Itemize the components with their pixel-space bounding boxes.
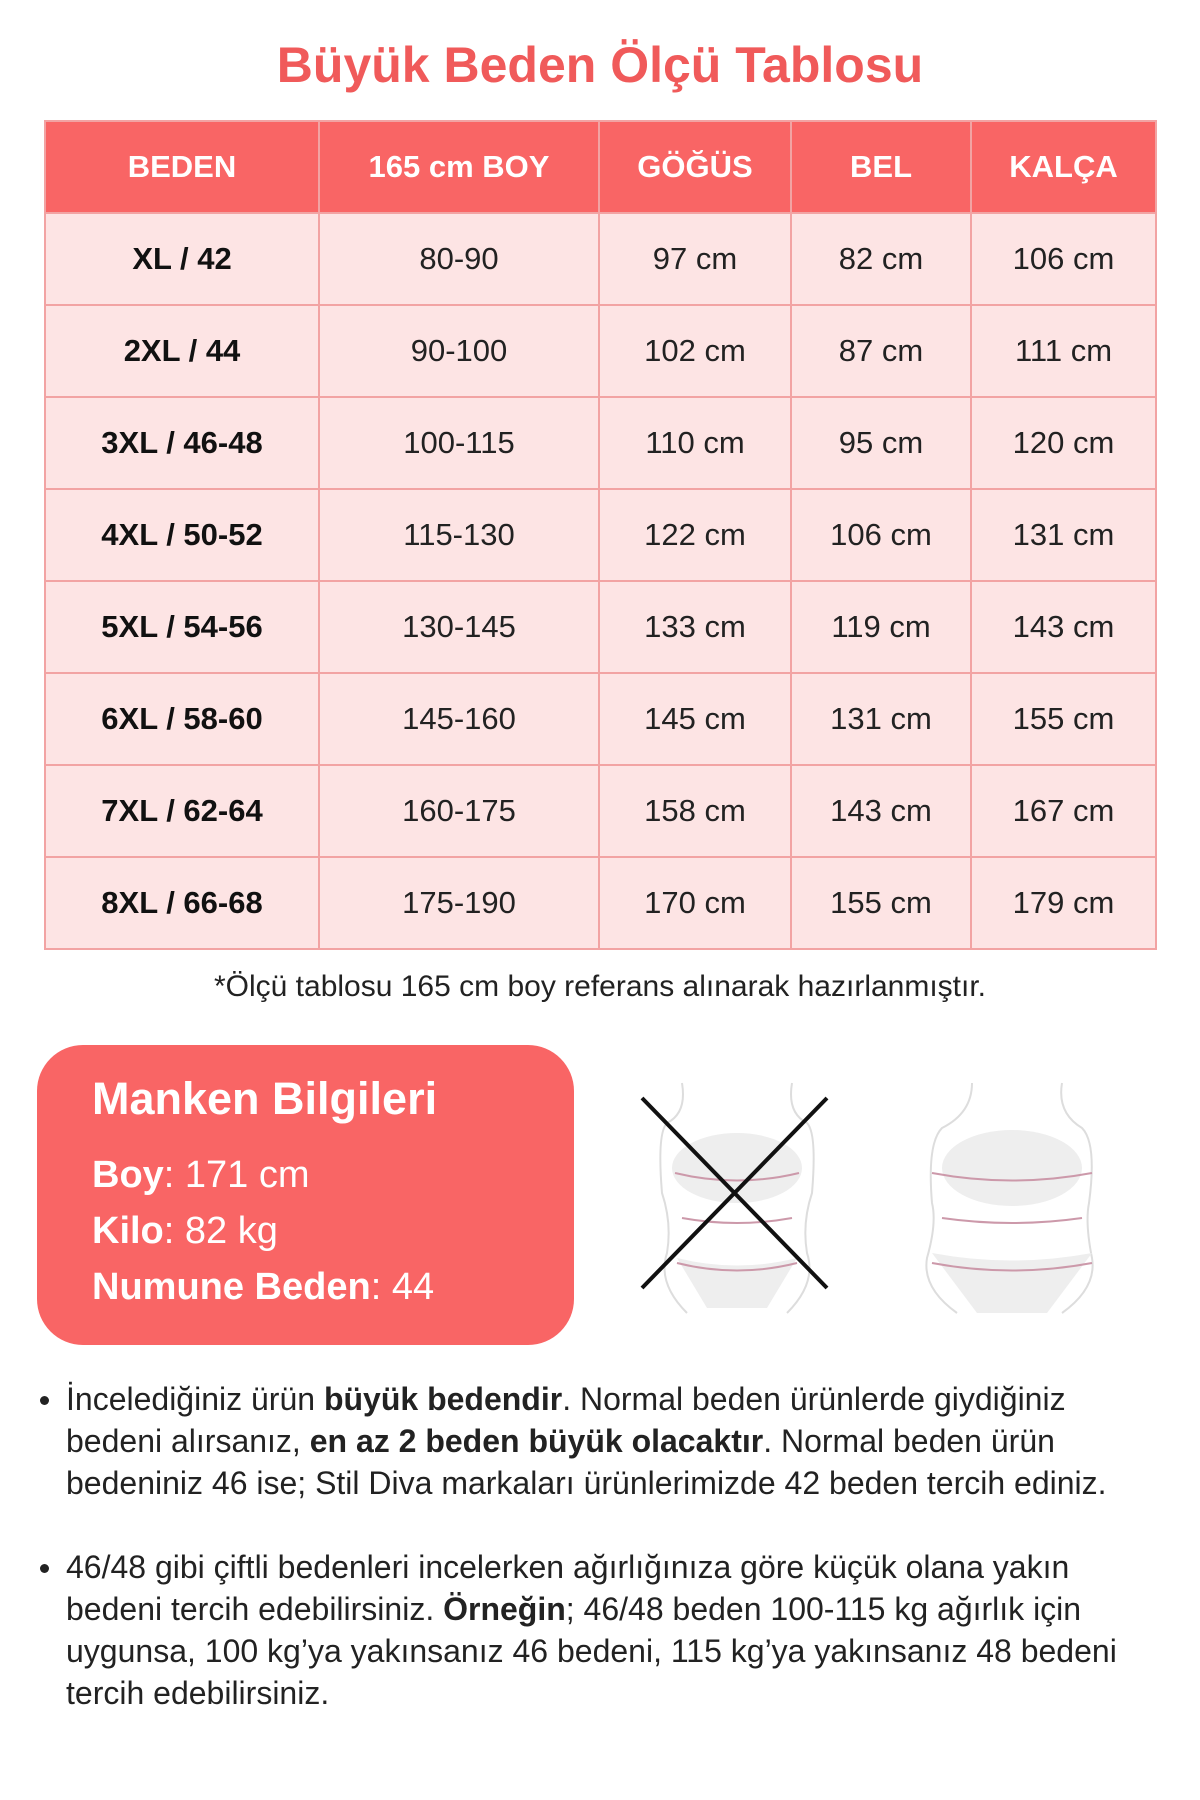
table-cell: 170 cm (598, 856, 792, 950)
table-cell: 106 cm (790, 488, 972, 582)
table-cell: 110 cm (598, 396, 792, 490)
table-cell: 7XL / 62-64 (44, 764, 320, 858)
table-cell: 160-175 (318, 764, 600, 858)
column-header: BEL (790, 120, 972, 214)
table-row: 6XL / 58-60 145-160 145 cm 131 cm 155 cm (44, 672, 1157, 766)
table-cell: 122 cm (598, 488, 792, 582)
model-weight: Kilo: 82 kg (92, 1210, 278, 1252)
body-shape-wrong-illustration (640, 1082, 829, 1314)
table-cell: 8XL / 66-68 (44, 856, 320, 950)
table-header: BEDEN 165 cm BOY GÖĞÜS BEL KALÇA (44, 120, 1157, 214)
footnote: *Ölçü tablosu 165 cm boy referans alınar… (213, 970, 987, 1003)
table-cell: 130-145 (318, 580, 600, 674)
table-cell: 167 cm (970, 764, 1157, 858)
table-cell: 95 cm (790, 396, 972, 490)
table-row: 3XL / 46-48 100-115 110 cm 95 cm 120 cm (44, 396, 1157, 490)
table-cell: 97 cm (598, 212, 792, 306)
cross-icon (640, 1096, 829, 1290)
table-cell: 4XL / 50-52 (44, 488, 320, 582)
table-cell: 90-100 (318, 304, 600, 398)
table-cell: 143 cm (790, 764, 972, 858)
table-cell: 87 cm (790, 304, 972, 398)
table-cell: 102 cm (598, 304, 792, 398)
model-size: Numune Beden: 44 (92, 1266, 435, 1308)
table-cell: 145-160 (318, 672, 600, 766)
table-cell: 100-115 (318, 396, 600, 490)
table-cell: 155 cm (970, 672, 1157, 766)
table-cell: 179 cm (970, 856, 1157, 950)
table-cell: 5XL / 54-56 (44, 580, 320, 674)
column-header: BEDEN (44, 120, 320, 214)
table-row: 4XL / 50-52 115-130 122 cm 106 cm 131 cm (44, 488, 1157, 582)
column-header: 165 cm BOY (318, 120, 600, 214)
table-cell: 106 cm (970, 212, 1157, 306)
column-header: KALÇA (970, 120, 1157, 214)
model-info-card: Manken Bilgileri Boy: 171 cm Kilo: 82 kg… (37, 1045, 574, 1345)
table-cell: 111 cm (970, 304, 1157, 398)
bullet-item: 46/48 gibi çiftli bedenleri incelerken a… (40, 1546, 1170, 1714)
table-cell: 143 cm (970, 580, 1157, 674)
info-bullets: İncelediğiniz ürün büyük bedendir. Norma… (40, 1378, 1170, 1756)
model-height: Boy: 171 cm (92, 1154, 310, 1196)
table-cell: 133 cm (598, 580, 792, 674)
column-header: GÖĞÜS (598, 120, 792, 214)
page-title: Büyük Beden Ölçü Tablosu (276, 37, 924, 93)
table-cell: 119 cm (790, 580, 972, 674)
size-table: BEDEN 165 cm BOY GÖĞÜS BEL KALÇA XL / 42 80-9… (44, 120, 1157, 950)
table-row: 7XL / 62-64 160-175 158 cm 143 cm 167 cm (44, 764, 1157, 858)
model-info-title: Manken Bilgileri (92, 1073, 438, 1124)
table-cell: 131 cm (790, 672, 972, 766)
bullet-item: İncelediğiniz ürün büyük bedendir. Norma… (40, 1378, 1170, 1504)
table-cell: 175-190 (318, 856, 600, 950)
table-cell: 145 cm (598, 672, 792, 766)
table-cell: XL / 42 (44, 212, 320, 306)
table-cell: 131 cm (970, 488, 1157, 582)
table-cell: 158 cm (598, 764, 792, 858)
table-row: 2XL / 44 90-100 102 cm 87 cm 111 cm (44, 304, 1157, 398)
table-cell: 155 cm (790, 856, 972, 950)
table-cell: 82 cm (790, 212, 972, 306)
table-cell: 3XL / 46-48 (44, 396, 320, 490)
table-cell: 2XL / 44 (44, 304, 320, 398)
table-row: 5XL / 54-56 130-145 133 cm 119 cm 143 cm (44, 580, 1157, 674)
table-row: 8XL / 66-68 175-190 170 cm 155 cm 179 cm (44, 856, 1157, 950)
body-shape-correct-illustration (925, 1082, 1094, 1314)
table-row: XL / 42 80-90 97 cm 82 cm 106 cm (44, 212, 1157, 306)
table-cell: 6XL / 58-60 (44, 672, 320, 766)
table-cell: 80-90 (318, 212, 600, 306)
table-cell: 120 cm (970, 396, 1157, 490)
table-cell: 115-130 (318, 488, 600, 582)
